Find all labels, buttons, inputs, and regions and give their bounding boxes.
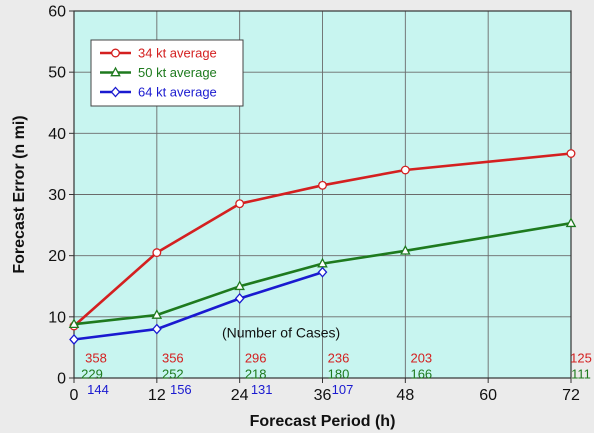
legend-label: 50 kt average (138, 65, 217, 80)
y-tick-label: 60 (48, 4, 66, 21)
case-count-label: 236 (328, 351, 350, 366)
y-tick-label: 0 (57, 371, 66, 388)
data-point-64kt (234, 293, 245, 304)
case-count-label: 156 (170, 382, 192, 397)
data-point-50kt (151, 309, 163, 319)
data-point-34kt (566, 149, 576, 158)
legend-swatch-marker (111, 48, 120, 58)
case-count-label: 107 (332, 382, 354, 397)
series-line-64kt (73, 270, 323, 341)
cases-title: (Number of Cases) (222, 325, 340, 341)
x-tick-label: 0 (70, 387, 79, 404)
series-34kt (69, 149, 576, 331)
x-tick-label: 48 (396, 387, 414, 404)
data-point-34kt (400, 165, 410, 175)
case-count-labels: 358 356 296 236 203 125 229 252 218 180 166 111 144 1… (81, 351, 592, 397)
data-point-34kt (318, 180, 327, 190)
case-count-label: 144 (87, 382, 109, 397)
case-count-label: 296 (245, 351, 267, 366)
legend-label: 64 kt average (138, 85, 217, 100)
series-64kt (69, 266, 328, 345)
y-tick-label: 20 (48, 248, 66, 265)
data-point-64kt (69, 333, 79, 345)
data-point-64kt (151, 323, 162, 335)
data-point-64kt (317, 266, 328, 278)
series-line-34kt (73, 152, 572, 327)
series-lines (68, 149, 577, 345)
axes (69, 10, 572, 383)
x-axis-title: Forecast Period (h) (250, 413, 396, 430)
y-axis-title: Forecast Error (n mi) (11, 115, 28, 273)
case-count-label: 111 (571, 367, 591, 382)
x-tick-label: 72 (562, 387, 580, 404)
series-line-50kt (73, 221, 572, 326)
legend-swatch-marker (110, 86, 121, 98)
data-point-50kt (400, 244, 411, 255)
x-tick-label: 60 (479, 387, 497, 404)
legend-label: 34 kt average (138, 46, 217, 61)
data-point-50kt (565, 217, 577, 228)
y-tick-label: 10 (48, 309, 66, 326)
case-count-label: 166 (410, 367, 432, 382)
y-tick-label: 40 (48, 126, 66, 143)
case-count-label: 203 (410, 351, 432, 366)
case-count-label: 358 (85, 351, 107, 366)
case-count-label: 131 (251, 382, 273, 397)
tick-labels: 0 12 24 36 48 60 72 0 10 20 30 40 50 60 (48, 4, 580, 405)
case-count-label: 180 (328, 367, 350, 382)
data-point-34kt (235, 199, 245, 209)
case-count-label: 252 (162, 367, 184, 382)
x-tick-label: 24 (231, 387, 249, 404)
data-point-34kt (152, 248, 162, 258)
case-count-label: 229 (81, 367, 103, 382)
case-count-label: 356 (162, 351, 184, 366)
x-tick-label: 12 (148, 387, 166, 404)
legend-swatch-marker (110, 66, 121, 77)
case-count-label: 218 (245, 367, 267, 382)
x-tick-label: 36 (314, 387, 332, 404)
data-point-50kt (234, 280, 245, 291)
case-count-label: 125 (570, 351, 592, 366)
y-tick-label: 30 (48, 187, 66, 204)
data-point-50kt (68, 318, 80, 329)
y-tick-label: 50 (48, 65, 66, 82)
legend: 34 kt average 50 kt average 64 kt average (90, 39, 244, 107)
